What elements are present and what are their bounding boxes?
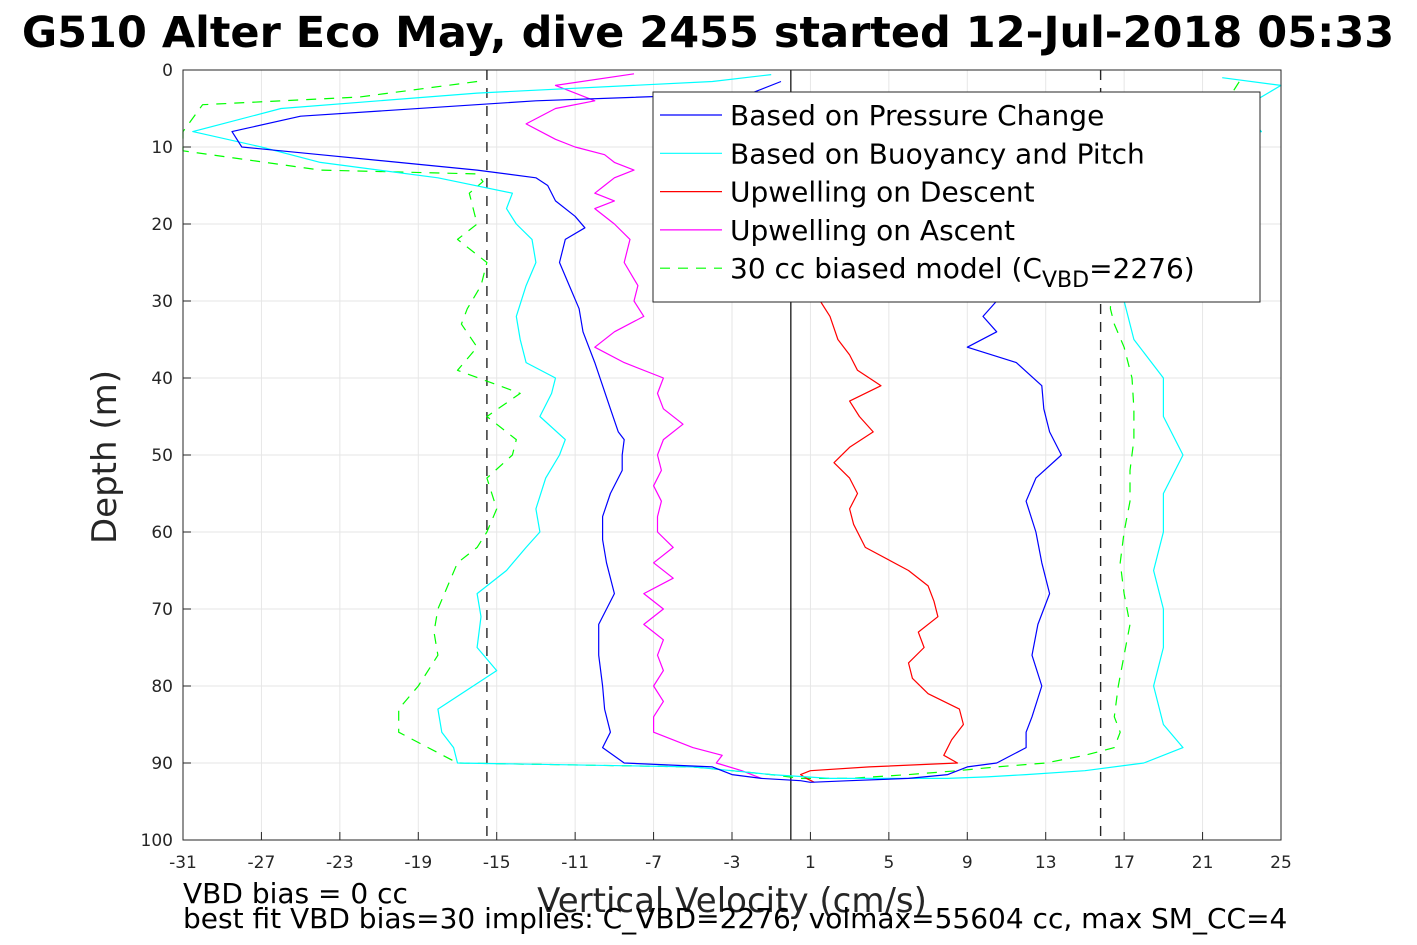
legend-suffix: =2276) bbox=[1089, 252, 1195, 285]
y-tick-label: 40 bbox=[151, 369, 173, 389]
x-tick-label: -19 bbox=[404, 853, 432, 873]
x-tick-label: 1 bbox=[805, 853, 816, 873]
x-axis-label: Vertical Velocity (cm/s) bbox=[537, 881, 927, 921]
y-tick-label: 0 bbox=[162, 61, 173, 81]
y-tick-label: 80 bbox=[151, 677, 173, 697]
legend-subscript: VBD bbox=[1042, 268, 1089, 293]
chart-title: G510 Alter Eco May, dive 2455 started 12… bbox=[22, 8, 1394, 58]
x-tick-label: -31 bbox=[169, 853, 197, 873]
x-tick-label: 5 bbox=[883, 853, 894, 873]
axes-box bbox=[182, 69, 1282, 841]
y-tick-label: 20 bbox=[151, 215, 173, 235]
legend-box bbox=[652, 91, 1261, 303]
legend-label-text: Based on Pressure Change bbox=[730, 99, 1104, 132]
legend-label-text: 30 cc biased model (C bbox=[730, 252, 1042, 285]
x-tick-labels: -31 -27 -23 -19 -15 -11 -7 -3 1 5 9 13 17 21 25 bbox=[169, 853, 1292, 873]
legend-label-4: 30 cc biased model (CVBD=2276) bbox=[730, 252, 1195, 293]
series-line-2 bbox=[799, 300, 965, 783]
x-tick-label: -23 bbox=[326, 853, 354, 873]
series-line-1 bbox=[192, 74, 1282, 780]
series-group bbox=[182, 73, 1282, 783]
legend: Based on Pressure Change Based on Buoyanc… bbox=[652, 91, 1261, 303]
y-tick-label: 100 bbox=[141, 831, 173, 851]
footer-line-1: VBD bias = 0 cc bbox=[183, 877, 408, 910]
y-tick-label: 90 bbox=[151, 754, 173, 774]
x-tick-label: -3 bbox=[724, 853, 741, 873]
series-line-0 bbox=[231, 80, 1063, 783]
series-line-3 bbox=[525, 73, 762, 779]
y-tick-label: 50 bbox=[151, 446, 173, 466]
x-tick-label: -7 bbox=[645, 853, 662, 873]
y-tick-label: 70 bbox=[151, 600, 173, 620]
legend-label-0: Based on Pressure Change bbox=[730, 99, 1104, 132]
y-tick-labels: 0 10 20 30 40 50 60 70 80 90 100 bbox=[141, 61, 173, 851]
x-tick-label: -11 bbox=[561, 853, 589, 873]
legend-label-1: Based on Buoyancy and Pitch bbox=[730, 137, 1145, 170]
legend-label-text: Based on Buoyancy and Pitch bbox=[730, 137, 1145, 170]
x-tick-label: 13 bbox=[1035, 853, 1057, 873]
y-axis-label: Depth (m) bbox=[85, 370, 125, 544]
x-tick-label: 21 bbox=[1192, 853, 1214, 873]
series-line-4 bbox=[182, 77, 1243, 780]
x-tick-label: -27 bbox=[248, 853, 276, 873]
x-tick-label: -15 bbox=[483, 853, 511, 873]
legend-label-2: Upwelling on Descent bbox=[730, 176, 1035, 209]
x-tick-label: 9 bbox=[962, 853, 973, 873]
y-tick-label: 30 bbox=[151, 292, 173, 312]
legend-label-3: Upwelling on Ascent bbox=[730, 214, 1015, 247]
y-tick-label: 60 bbox=[151, 523, 173, 543]
x-tick-label: 17 bbox=[1113, 853, 1135, 873]
footer-line-2: best fit VBD bias=30 implies: C_VBD=2276… bbox=[183, 902, 1287, 935]
legend-label-text: Upwelling on Ascent bbox=[730, 214, 1015, 247]
legend-label-text: Upwelling on Descent bbox=[730, 176, 1035, 209]
x-tick-label: 25 bbox=[1270, 853, 1292, 873]
y-tick-label: 10 bbox=[151, 138, 173, 158]
